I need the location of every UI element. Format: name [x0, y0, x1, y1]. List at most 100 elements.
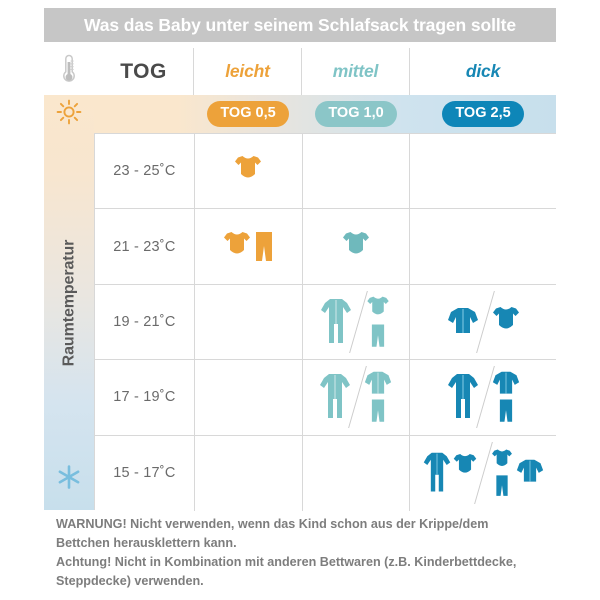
column-header-leicht: leicht — [194, 48, 302, 95]
cell-leicht — [194, 435, 303, 511]
warning-line-3: Achtung! Nicht in Kombination mit andere… — [56, 554, 517, 569]
tog-header-label: TOG — [120, 59, 167, 83]
temperature-cell: 15 - 17˚C — [95, 435, 195, 511]
axis-label-wrap: Raumtemperatur — [44, 95, 94, 510]
cell-mittel — [302, 284, 411, 361]
outfit-option — [341, 230, 371, 264]
page-title: Was das Baby unter seinem Schlafsack tra… — [83, 14, 516, 35]
column-label-dick: dick — [465, 61, 501, 81]
cell-mittel — [302, 134, 411, 210]
thermometer-icon-cell — [44, 48, 94, 95]
longsleeve-icon — [492, 372, 519, 394]
sleepsuit-icon — [320, 374, 351, 419]
outfit-options — [195, 209, 302, 283]
cell-mittel — [302, 435, 411, 511]
cell-dick — [410, 284, 556, 361]
cell-leicht — [194, 134, 303, 210]
tog-badge-dick-cell: TOG 2,5 — [410, 95, 556, 133]
outfit-option — [363, 370, 393, 424]
warning-line-4: Steppdecke) verwenden. — [56, 573, 204, 588]
outfit-option — [422, 450, 478, 496]
snowflake-icon — [56, 464, 82, 495]
title-bar: Was das Baby unter seinem Schlafsack tra… — [44, 8, 556, 42]
onesie-icon — [342, 231, 369, 254]
onesie-icon — [223, 231, 250, 254]
sun-icon — [56, 99, 82, 130]
onesie-icon — [235, 156, 262, 178]
outfit-option — [489, 448, 545, 498]
sleepsuit-icon — [447, 374, 478, 419]
outfit-options — [303, 285, 410, 359]
onesie-icon — [491, 449, 512, 467]
pants-icon — [496, 475, 508, 497]
status-badge-tog-05: TOG 0,5 — [207, 101, 289, 127]
longsleeve-icon — [447, 307, 478, 333]
snowflake-icon-cell — [44, 462, 94, 496]
column-header-mittel: mittel — [302, 48, 410, 95]
axis-label-raumtemperatur: Raumtemperatur — [60, 239, 78, 366]
outfit-option — [491, 370, 521, 424]
warning-line-2: Bettchen herausklettern kann. — [56, 535, 237, 550]
temperature-label: 17 - 19˚C — [113, 389, 176, 406]
outfit-options — [303, 360, 410, 434]
footer-warning: WARNUNG! Nicht verwenden, wenn das Kind … — [56, 515, 556, 591]
pants-icon — [499, 399, 512, 423]
outfit-option — [222, 230, 275, 264]
onesie-pants-stack — [489, 448, 515, 498]
column-label-leicht: leicht — [225, 61, 270, 81]
thermometer-icon — [61, 54, 77, 89]
temperature-cell: 17 - 19˚C — [95, 360, 195, 436]
tog-badge-band: TOG 0,5 TOG 1,0 TOG 2,5 — [44, 95, 556, 133]
clothing-table: 23 - 25˚C 21 - 23˚C — [94, 133, 556, 511]
temperature-cell: 21 - 23˚C — [95, 209, 195, 285]
outfit-options — [410, 285, 556, 359]
temperature-label: 21 - 23˚C — [113, 238, 176, 255]
sleepsuit-icon — [423, 452, 450, 492]
outfit-options — [195, 134, 302, 208]
warning-line-1: WARNUNG! Nicht verwenden, wenn das Kind … — [56, 517, 489, 531]
sleepsuit-icon — [321, 298, 352, 343]
table-row: 21 - 23˚C — [95, 209, 556, 285]
temperature-cell: 19 - 21˚C — [95, 284, 195, 361]
cell-dick — [410, 134, 556, 210]
temperature-cell: 23 - 25˚C — [95, 134, 195, 210]
column-label-mittel: mittel — [332, 61, 379, 81]
sun-icon-cell — [44, 99, 94, 129]
outfit-options — [410, 436, 556, 511]
cell-dick — [410, 435, 556, 511]
outfit-option — [319, 297, 353, 347]
longsleeve-icon — [516, 460, 543, 482]
cell-dick — [410, 209, 556, 285]
outfit-option — [364, 295, 392, 349]
temperature-label: 15 - 17˚C — [113, 465, 176, 482]
pants-icon — [372, 399, 385, 423]
cell-leicht — [194, 360, 303, 436]
column-header-row: TOG leicht mittel dick — [44, 48, 556, 95]
temperature-label: 23 - 25˚C — [113, 163, 176, 180]
onesie-icon — [453, 454, 476, 473]
pants-icon — [255, 231, 272, 261]
onesie-icon — [492, 306, 519, 329]
table-row: 19 - 21˚C — [95, 284, 556, 361]
cell-mittel — [302, 209, 411, 285]
cell-leicht — [194, 209, 303, 285]
onesie-icon — [367, 296, 390, 315]
cell-mittel — [302, 360, 411, 436]
outfit-option — [491, 305, 521, 339]
table-row: 17 - 19˚C — [95, 360, 556, 436]
outfit-option — [233, 154, 263, 188]
status-badge-tog-10: TOG 1,0 — [315, 101, 397, 127]
tog-header-cell: TOG — [94, 48, 194, 95]
pants-icon — [372, 324, 385, 347]
column-header-dick: dick — [410, 48, 556, 95]
outfit-options — [410, 360, 556, 434]
tog-badge-leicht-cell: TOG 0,5 — [194, 95, 302, 133]
outfit-option — [446, 372, 480, 422]
status-badge-tog-25: TOG 2,5 — [442, 101, 524, 127]
room-temperature-axis: Raumtemperatur — [44, 95, 94, 510]
outfit-options — [303, 209, 410, 283]
longsleeve-icon — [365, 372, 392, 394]
temperature-label: 19 - 21˚C — [113, 313, 176, 330]
cell-leicht — [194, 284, 303, 361]
